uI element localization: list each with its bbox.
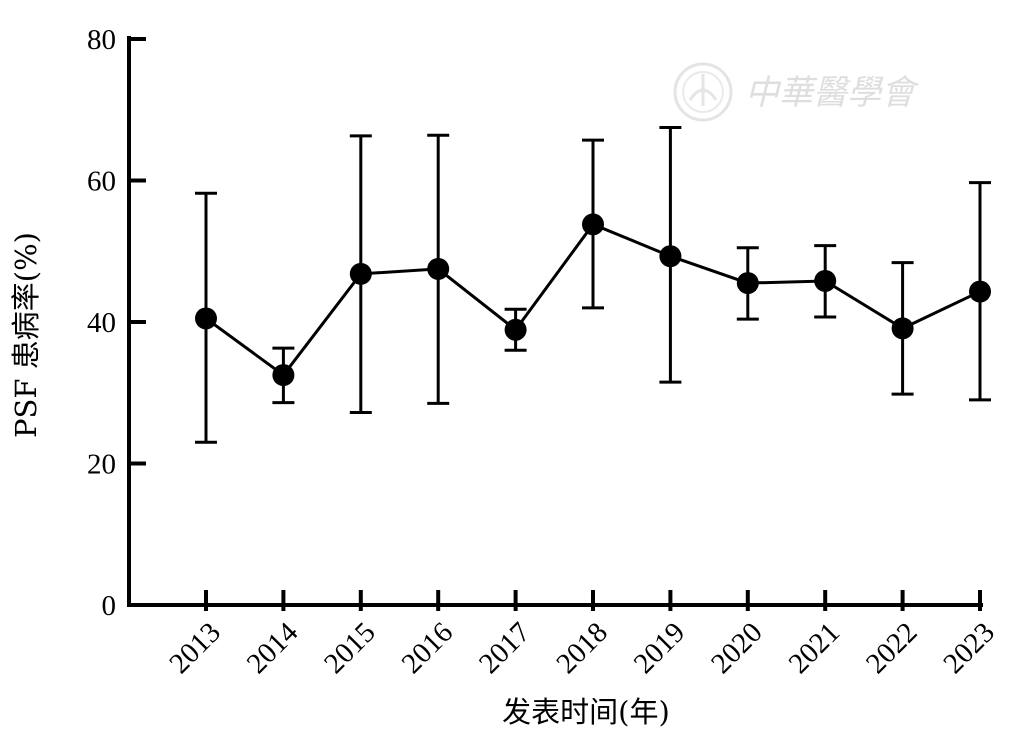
axes xyxy=(127,36,983,607)
data-point xyxy=(736,272,759,295)
data-point xyxy=(349,262,372,285)
y-axis-title: PSF 患病率(%) xyxy=(9,232,43,438)
data-point xyxy=(582,213,604,236)
y-tick-label: 40 xyxy=(87,307,116,339)
data-points xyxy=(195,213,991,387)
x-tick-label: 2023 xyxy=(937,616,1001,680)
x-tick-label: 2019 xyxy=(628,616,692,680)
data-point xyxy=(659,245,682,268)
data-point xyxy=(969,280,991,303)
watermark: 中華醫學會 xyxy=(673,62,920,122)
y-tick-label: 60 xyxy=(87,166,116,198)
x-tick-label: 2020 xyxy=(705,616,769,680)
watermark-text: 中華醫學會 xyxy=(745,73,920,113)
y-tick-label: 0 xyxy=(102,590,117,622)
x-tick-label: 2013 xyxy=(163,616,227,680)
data-point xyxy=(195,307,217,330)
x-tick-label: 2014 xyxy=(241,616,305,680)
x-tick-label: 2021 xyxy=(783,616,847,680)
data-point xyxy=(814,269,837,292)
x-tick-label: 2017 xyxy=(473,616,537,680)
data-point xyxy=(272,364,295,387)
data-point xyxy=(504,318,527,341)
x-axis-title: 发表时间(年) xyxy=(502,695,670,729)
data-point xyxy=(427,257,450,280)
data-point xyxy=(891,317,914,340)
x-tick-label: 2016 xyxy=(396,616,460,680)
error-bars xyxy=(195,125,991,444)
x-tick-label: 2015 xyxy=(318,616,382,680)
x-tick-label: 2018 xyxy=(550,616,614,680)
y-tick-label: 80 xyxy=(87,24,116,56)
x-tick-label: 2022 xyxy=(860,616,924,680)
watermark-seal-icon xyxy=(673,62,733,122)
y-tick-label: 20 xyxy=(87,449,116,481)
y-ticks: 0 20 40 60 80 xyxy=(87,24,146,622)
